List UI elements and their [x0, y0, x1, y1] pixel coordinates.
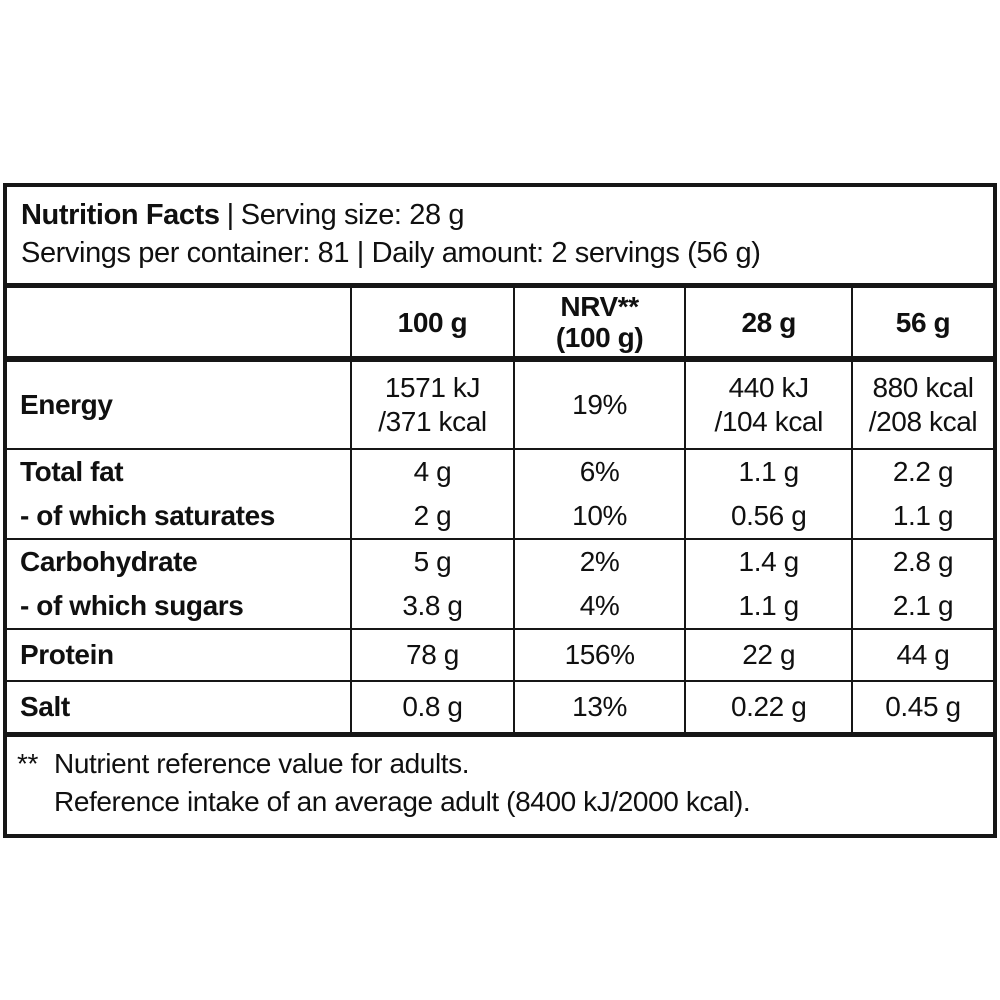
header-separator: | — [226, 199, 235, 231]
total-fat-per-56g: 2.2 g — [851, 450, 993, 494]
saturates-per-28g: 0.56 g — [684, 494, 851, 538]
salt-per-28g: 0.22 g — [684, 682, 851, 732]
footnote-marker: ** — [17, 748, 38, 779]
protein-nrv: 156% — [512, 630, 685, 680]
protein-per-100g: 78 g — [350, 630, 513, 680]
table-row-carbohydrate: Carbohydrate 5 g 2% 1.4 g 2.8 g — [7, 540, 993, 584]
servings-line: Servings per container: 81 | Daily amoun… — [21, 237, 761, 269]
column-header-100g: 100 g — [350, 288, 513, 356]
label-header: Nutrition Facts | Serving size: 28 g Servi… — [7, 187, 993, 288]
energy-per-28g-kj: 440 kJ — [728, 372, 810, 403]
saturates-per-100g: 2 g — [350, 494, 513, 538]
energy-per-28g-kcal: /104 kcal — [714, 406, 823, 437]
carbohydrate-per-28g: 1.4 g — [684, 540, 851, 584]
carbohydrate-nrv: 2% — [512, 540, 685, 584]
table-row-saturates: - of which saturates 2 g 10% 0.56 g 1.1 … — [7, 494, 993, 538]
carbohydrate-per-100g: 5 g — [350, 540, 513, 584]
total-fat-nrv: 6% — [512, 450, 685, 494]
table-row-protein: Protein 78 g 156% 22 g 44 g — [7, 630, 993, 680]
protein-per-28g: 22 g — [684, 630, 851, 680]
energy-per-56g-line2: /208 kcal — [868, 406, 978, 437]
energy-per-100g: 1571 kJ /371 kcal — [350, 362, 513, 448]
saturates-per-56g: 1.1 g — [851, 494, 993, 538]
column-header-nrv-line1: NRV** — [560, 291, 639, 322]
row-label: Energy — [20, 389, 113, 420]
energy-per-28g: 440 kJ /104 kcal — [684, 362, 851, 448]
label-title: Nutrition Facts — [21, 199, 220, 231]
column-header-nrv-line2: (100 g) — [555, 322, 644, 353]
row-label: - of which saturates — [20, 500, 275, 531]
nutrition-label: Nutrition Facts | Serving size: 28 g Servi… — [3, 183, 997, 838]
group-fat: Total fat 4 g 6% 1.1 g 2.2 g - of which … — [7, 450, 993, 540]
column-header-blank — [7, 288, 350, 356]
column-header-28g: 28 g — [684, 288, 851, 356]
sugars-per-100g: 3.8 g — [350, 584, 513, 628]
sugars-per-56g: 2.1 g — [851, 584, 993, 628]
group-carbohydrate: Carbohydrate 5 g 2% 1.4 g 2.8 g - of whi… — [7, 540, 993, 630]
table-row-salt: Salt 0.8 g 13% 0.22 g 0.45 g — [7, 682, 993, 732]
footnote-line-2: Reference intake of an average adult (84… — [54, 786, 751, 817]
column-header-56g: 56 g — [851, 288, 993, 356]
row-label: Total fat — [20, 456, 124, 487]
table-row-sugars: - of which sugars 3.8 g 4% 1.1 g 2.1 g — [7, 584, 993, 628]
energy-per-100g-kj: 1571 kJ — [384, 372, 481, 403]
salt-per-56g: 0.45 g — [851, 682, 993, 732]
carbohydrate-per-56g: 2.8 g — [851, 540, 993, 584]
protein-per-56g: 44 g — [851, 630, 993, 680]
energy-nrv: 19% — [512, 362, 685, 448]
footnote: ** Nutrient reference value for adults. … — [7, 732, 993, 834]
energy-per-56g: 880 kcal /208 kcal — [851, 362, 993, 448]
row-label: - of which sugars — [20, 590, 244, 621]
row-label: Protein — [20, 639, 114, 670]
energy-per-56g-line1: 880 kcal — [872, 372, 974, 403]
sugars-per-28g: 1.1 g — [684, 584, 851, 628]
sugars-nrv: 4% — [512, 584, 685, 628]
group-energy: Energy 1571 kJ /371 kcal 19% 440 kJ /104… — [7, 362, 993, 450]
column-header-row: 100 g NRV** (100 g) 28 g 56 g — [7, 288, 993, 362]
total-fat-per-100g: 4 g — [350, 450, 513, 494]
table-row-energy: Energy 1571 kJ /371 kcal 19% 440 kJ /104… — [7, 362, 993, 448]
row-label: Carbohydrate — [20, 546, 198, 577]
energy-per-100g-kcal: /371 kcal — [378, 406, 487, 437]
group-salt: Salt 0.8 g 13% 0.22 g 0.45 g — [7, 682, 993, 732]
header-line-1: Nutrition Facts | Serving size: 28 g — [21, 196, 979, 234]
footnote-line-1: ** Nutrient reference value for adults. — [17, 745, 981, 783]
serving-size-text: Serving size: 28 g — [240, 199, 465, 231]
salt-nrv: 13% — [512, 682, 685, 732]
table-row-total-fat: Total fat 4 g 6% 1.1 g 2.2 g — [7, 450, 993, 494]
total-fat-per-28g: 1.1 g — [684, 450, 851, 494]
row-label: Salt — [20, 691, 70, 722]
salt-per-100g: 0.8 g — [350, 682, 513, 732]
footnote-line-1-text: Nutrient reference value for adults. — [54, 748, 470, 779]
group-protein: Protein 78 g 156% 22 g 44 g — [7, 630, 993, 682]
column-header-nrv: NRV** (100 g) — [512, 288, 685, 356]
saturates-nrv: 10% — [512, 494, 685, 538]
